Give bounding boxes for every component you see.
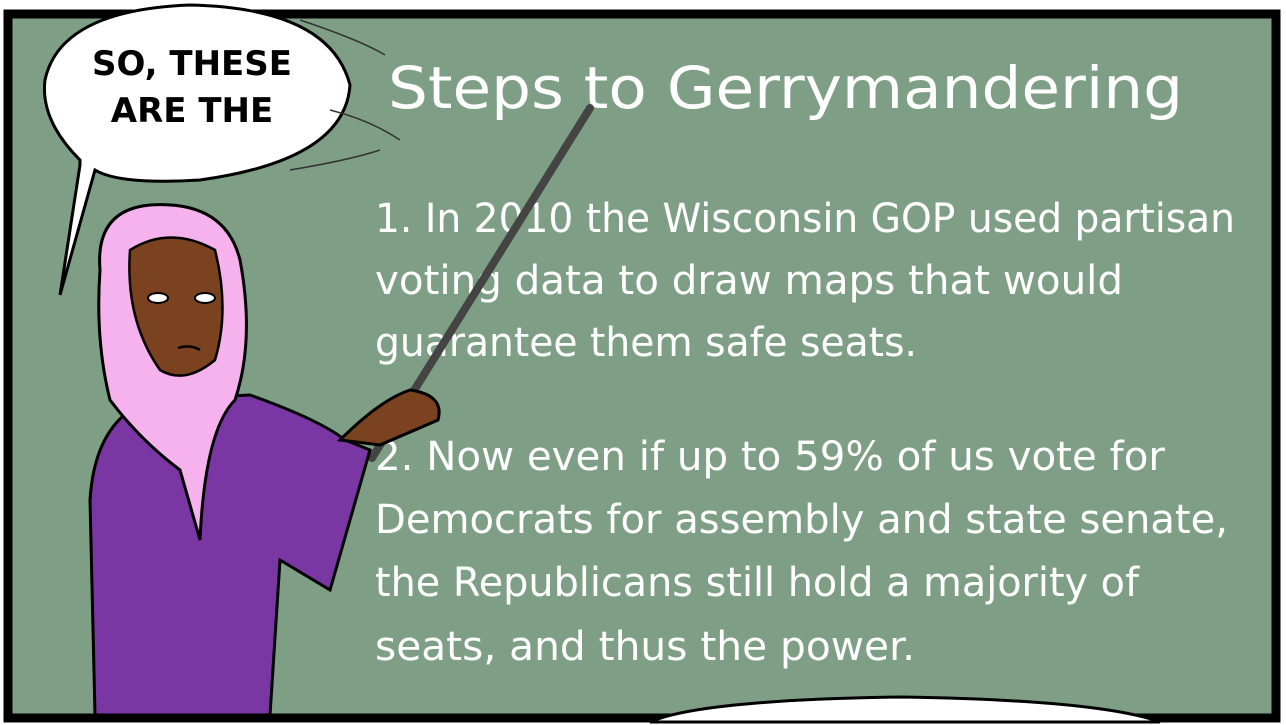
board-title: Steps to Gerrymandering [388,54,1183,122]
step-line: voting data to draw maps that would [375,258,1123,304]
eye [195,293,215,303]
speech-line: SO, THESE [92,44,292,84]
step-line: the Republicans still hold a majority of [375,560,1140,606]
step-line: Democrats for assembly and state senate, [375,497,1228,543]
step-line: 1. In 2010 the Wisconsin GOP used partis… [375,196,1235,242]
step-line: seats, and thus the power. [375,624,915,670]
speech-line: ARE THE [111,91,273,131]
step-line: 2. Now even if up to 59% of us vote for [375,434,1166,480]
eye [148,293,168,303]
comic-panel: Steps to Gerrymandering 1. In 2010 the W… [0,0,1286,725]
